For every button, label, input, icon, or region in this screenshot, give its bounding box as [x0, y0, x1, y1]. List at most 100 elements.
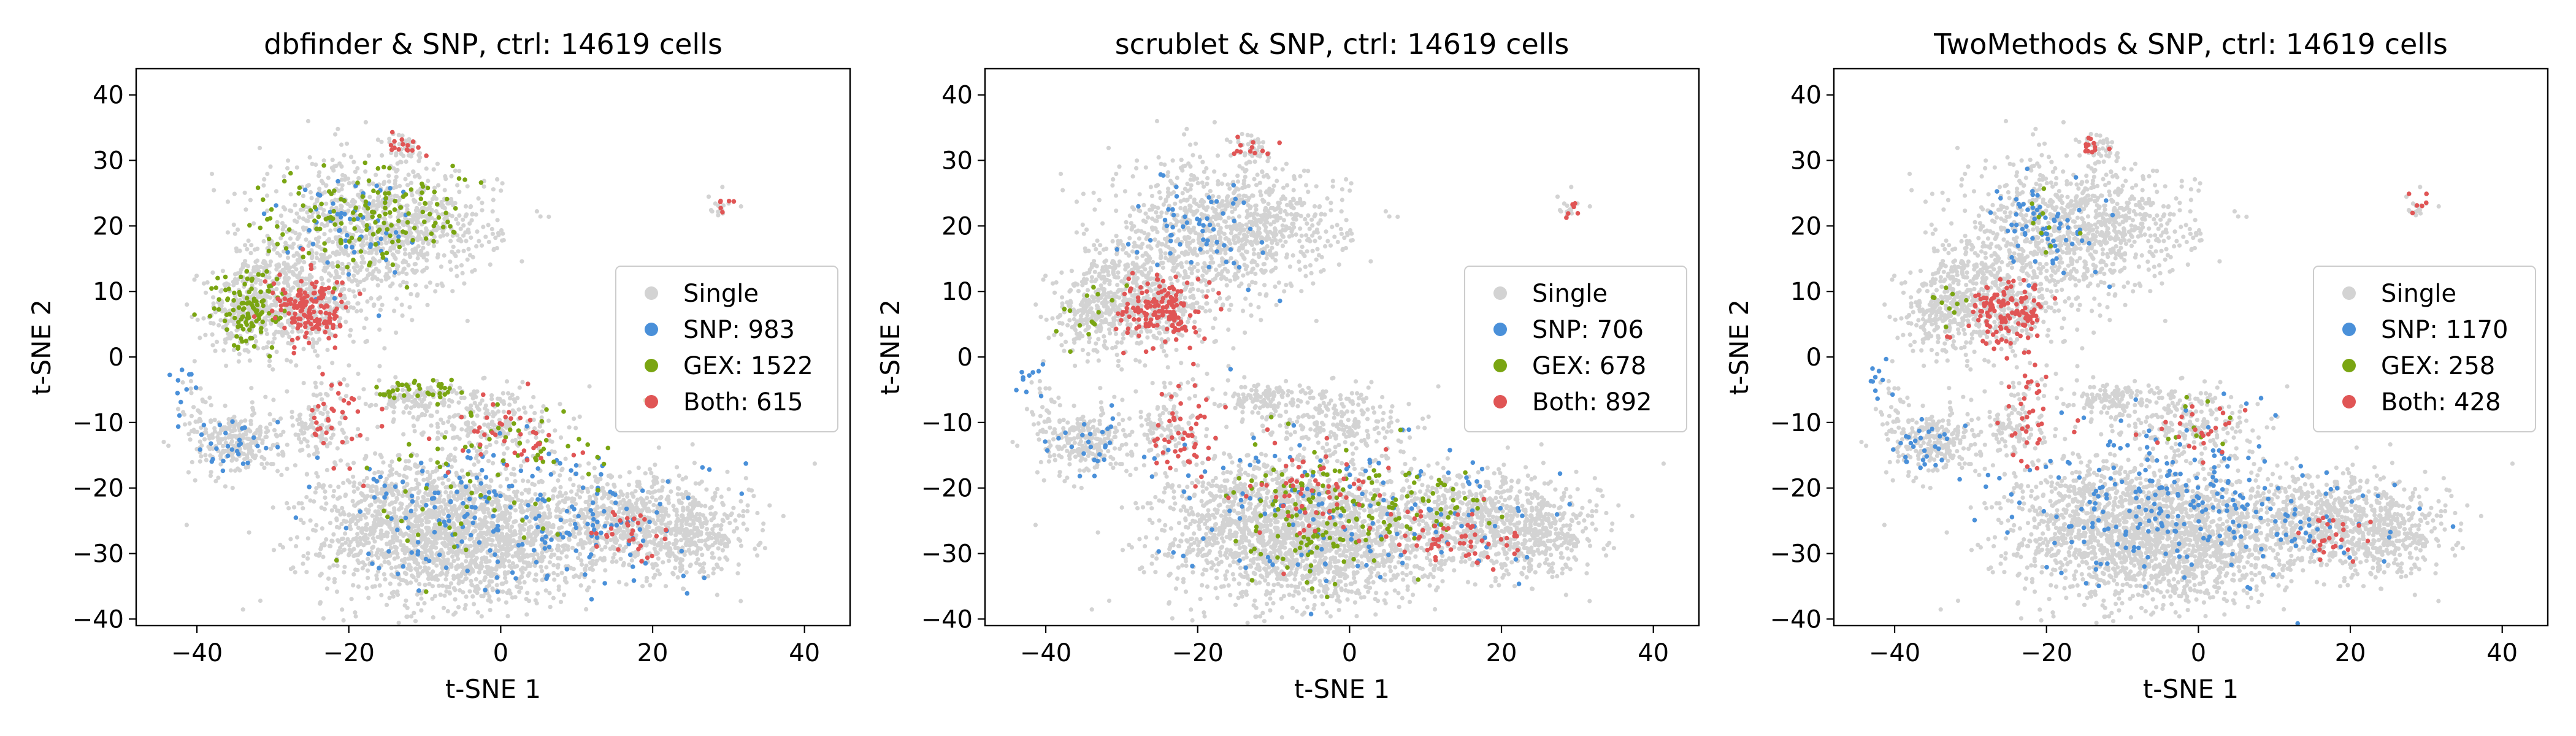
point-single [440, 583, 445, 588]
point-single [726, 487, 731, 492]
point-single [359, 308, 364, 313]
point-single [362, 260, 367, 265]
point-single [509, 524, 515, 529]
point-single [599, 535, 604, 540]
point-single [267, 363, 272, 369]
point-single [251, 407, 256, 412]
point-single [767, 503, 772, 508]
point-single [395, 167, 400, 172]
point-single [725, 557, 730, 562]
point-single [257, 145, 263, 150]
point-single [561, 531, 566, 535]
point-single [378, 307, 383, 312]
point-single [351, 474, 356, 479]
point-single [486, 567, 491, 572]
point-single [504, 548, 509, 554]
point-single [270, 462, 275, 467]
point-single [375, 550, 380, 555]
point-single [490, 209, 495, 214]
point-single [413, 462, 418, 467]
point-single [710, 543, 715, 548]
point-single [631, 494, 636, 499]
point-single [294, 165, 299, 170]
point-single [684, 521, 689, 526]
point-single [399, 159, 404, 165]
point-single [530, 497, 535, 502]
point-single [711, 566, 716, 572]
point-single [370, 536, 376, 541]
point-single [372, 470, 377, 476]
point-single [738, 599, 743, 604]
point-single [745, 508, 750, 514]
point-single [469, 578, 473, 583]
point-single [379, 528, 384, 533]
point-single [338, 458, 343, 463]
point-single [432, 594, 438, 599]
point-single [472, 462, 477, 467]
point-single [408, 565, 413, 570]
point-single [376, 518, 381, 523]
point-single [409, 529, 415, 534]
point-single [547, 560, 553, 565]
point-single [565, 547, 570, 552]
point-single [528, 564, 533, 569]
point-single [288, 236, 293, 241]
point-single [606, 496, 611, 500]
point-single [713, 511, 718, 516]
point-single [656, 445, 661, 450]
point-single [313, 490, 318, 495]
point-single [209, 418, 213, 423]
point-single [499, 547, 504, 552]
point-single [347, 513, 351, 518]
point-single [394, 194, 399, 199]
point-single [656, 556, 661, 561]
point-single [493, 543, 498, 548]
point-single [448, 581, 454, 586]
point-single [487, 559, 492, 564]
point-single [363, 169, 368, 174]
point-single [216, 438, 221, 443]
point-single [274, 329, 278, 334]
point-single [518, 464, 524, 469]
point-single [644, 526, 649, 531]
point-single [527, 488, 532, 493]
point-single [367, 194, 372, 199]
point-single [374, 577, 380, 581]
point-single [736, 562, 741, 567]
point-single [374, 266, 379, 271]
point-single [294, 363, 299, 368]
point-single [376, 469, 381, 475]
point-single [230, 486, 235, 491]
point-single [217, 323, 221, 328]
point-single [464, 576, 469, 581]
point-single [475, 489, 480, 494]
point-single [276, 262, 281, 267]
point-single [665, 545, 670, 550]
point-single [464, 520, 469, 525]
point-single [325, 410, 330, 415]
point-single [500, 512, 505, 516]
point-single [334, 508, 340, 513]
point-single [465, 184, 470, 189]
point-single [559, 525, 564, 530]
point-single [413, 477, 418, 483]
point-single [735, 571, 740, 576]
point-single [688, 564, 692, 569]
point-single [391, 540, 396, 545]
point-single [690, 500, 695, 505]
point-single [340, 607, 345, 612]
point-single [580, 475, 585, 480]
point-single [760, 527, 765, 533]
point-single [699, 503, 703, 508]
point-single [467, 221, 472, 226]
point-single [194, 274, 199, 278]
point-single [322, 232, 327, 237]
point-single [643, 471, 648, 476]
point-single [694, 561, 699, 565]
point-single [351, 274, 356, 278]
point-single [308, 190, 313, 195]
point-single [272, 336, 277, 341]
point-single [441, 508, 446, 514]
point-single [289, 410, 294, 415]
point-single [452, 525, 457, 530]
